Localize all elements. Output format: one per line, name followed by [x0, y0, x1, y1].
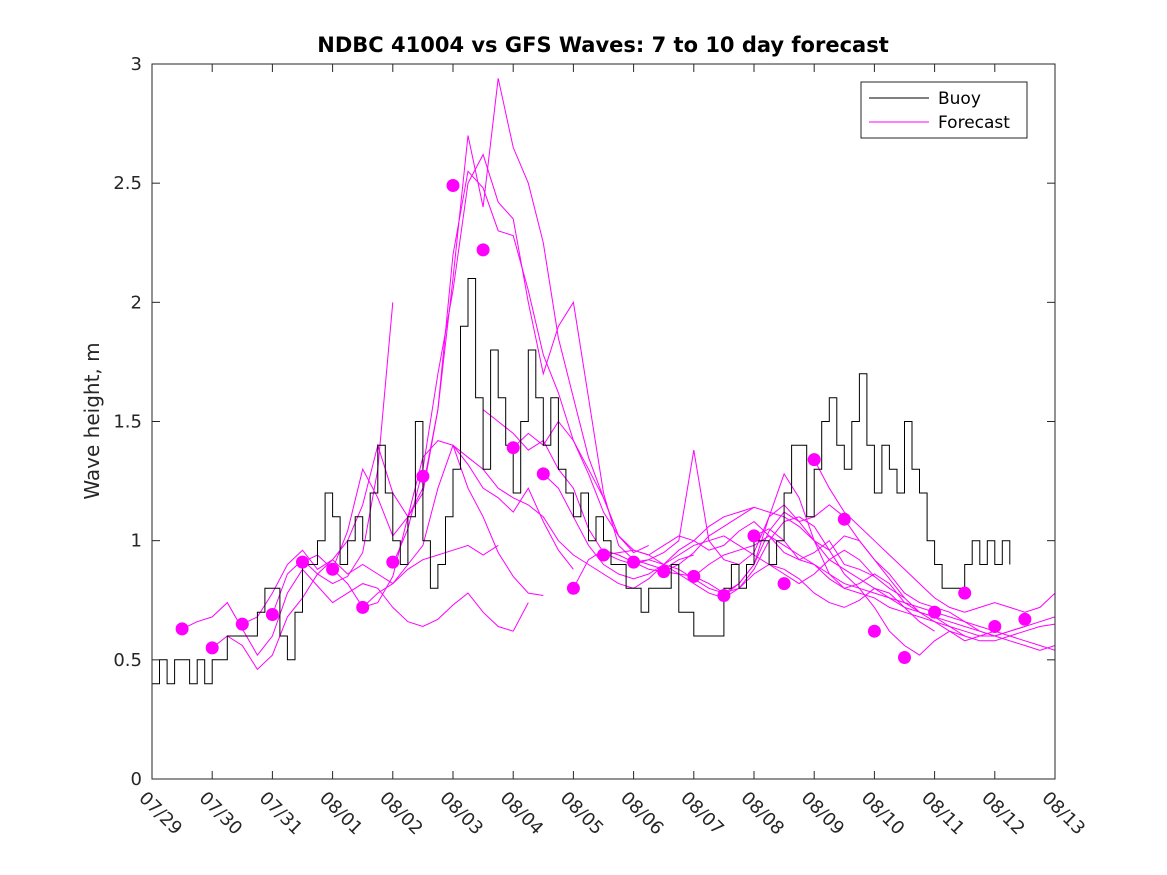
legend-box — [860, 81, 1028, 139]
forecast-marker — [1018, 612, 1032, 626]
y-tick-label: 1 — [131, 531, 142, 552]
forecast-marker — [235, 617, 249, 631]
forecast-series-line — [843, 518, 1056, 637]
x-tick-label: 08/11 — [917, 788, 969, 840]
x-tick-label: 08/03 — [435, 788, 487, 840]
forecast-marker — [988, 620, 1002, 633]
forecast-marker — [627, 555, 641, 569]
x-tick-label: 08/10 — [857, 788, 909, 840]
forecast-series-line — [302, 170, 649, 571]
x-tick-label: 08/09 — [797, 788, 849, 840]
forecast-marker — [687, 569, 701, 583]
legend-label-forecast: Forecast — [938, 113, 1010, 133]
x-tick-label: 08/08 — [736, 788, 788, 840]
chart-title: NDBC 41004 vs GFS Waves: 7 to 10 day for… — [317, 33, 888, 57]
forecast-marker — [476, 243, 490, 257]
forecast-series-line — [813, 459, 1056, 613]
y-tick-label: 0 — [131, 769, 142, 790]
forecast-marker — [717, 589, 731, 602]
forecast-marker — [928, 605, 942, 619]
forecast-marker — [597, 548, 610, 562]
y-tick-label: 3 — [131, 54, 142, 75]
plot-background — [152, 64, 1055, 779]
x-tick-label: 08/04 — [496, 788, 548, 840]
forecast-marker — [506, 441, 520, 455]
x-tick-label: 08/12 — [977, 788, 1029, 840]
forecast-series-line — [452, 444, 755, 589]
legend: Buoy Forecast — [860, 81, 1028, 139]
forecast-marker — [536, 467, 550, 481]
forecast-series-line — [271, 544, 499, 615]
forecast-marker — [175, 622, 189, 636]
forecast-marker — [205, 641, 219, 655]
forecast-marker — [747, 529, 761, 543]
x-tick-label: 07/31 — [255, 788, 307, 840]
forecast-series-line — [542, 473, 905, 599]
forecast-series-line — [753, 528, 1056, 651]
forecast-marker — [898, 651, 911, 664]
buoy-series-line — [152, 278, 1011, 685]
forecast-marker — [807, 453, 821, 467]
x-tick-label: 08/06 — [616, 788, 668, 840]
legend-label-buoy: Buoy — [938, 89, 981, 109]
forecast-marker — [837, 512, 851, 526]
y-tick-label: 0.5 — [113, 650, 142, 671]
y-tick-label: 1.5 — [113, 412, 142, 433]
x-tick-label: 08/07 — [676, 788, 728, 840]
series-layer — [152, 78, 1056, 685]
x-tick-label: 08/02 — [375, 788, 427, 840]
x-tick-label: 08/13 — [1037, 788, 1089, 840]
forecast-marker — [326, 562, 340, 576]
y-tick-label: 2 — [131, 292, 142, 313]
forecast-marker — [416, 469, 430, 483]
forecast-marker — [356, 600, 370, 614]
forecast-markers — [175, 179, 1032, 664]
forecast-marker — [958, 586, 972, 600]
x-tick-label: 07/30 — [195, 788, 247, 840]
forecast-marker — [566, 581, 580, 595]
x-tick-label: 07/29 — [134, 788, 186, 840]
x-tick-label: 08/01 — [315, 788, 367, 840]
forecast-marker — [296, 555, 309, 569]
forecast-marker — [386, 555, 400, 569]
y-axis-label: Wave height, m — [80, 342, 104, 499]
forecast-marker — [265, 608, 279, 621]
x-tick-label: 08/05 — [556, 788, 608, 840]
forecast-marker — [867, 624, 881, 638]
forecast-series-line — [512, 420, 875, 577]
forecast-marker — [777, 577, 791, 591]
y-tick-label: 2.5 — [113, 173, 142, 194]
forecast-marker — [657, 565, 671, 579]
forecast-marker — [446, 179, 460, 192]
forecast-series-line — [392, 153, 694, 570]
